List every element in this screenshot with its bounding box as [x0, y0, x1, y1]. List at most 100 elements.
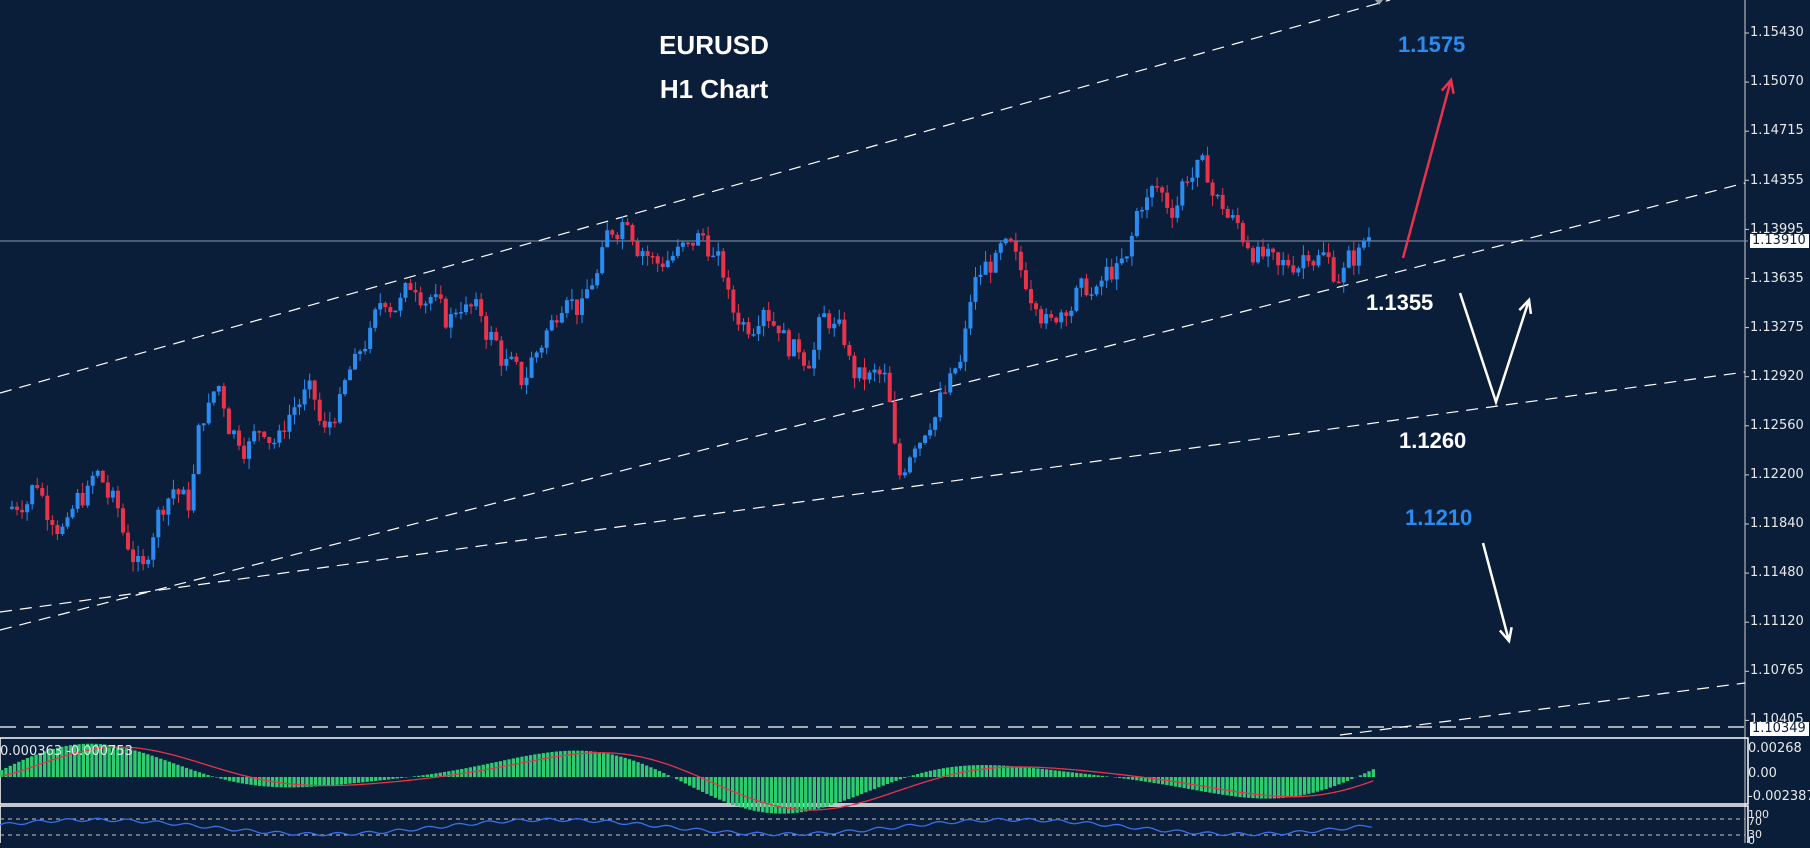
candle-body: [469, 304, 473, 306]
macd-histogram-bar: [1213, 777, 1216, 793]
candle-body: [1347, 250, 1351, 267]
macd-histogram-bar: [757, 777, 760, 812]
macd-tick-zero: 0.00: [1748, 767, 1777, 781]
macd-histogram-bar: [697, 777, 700, 790]
candle-body: [1180, 181, 1184, 205]
candle-body: [832, 324, 836, 329]
bullish-arrow-icon: [1403, 80, 1451, 258]
candle-body: [772, 321, 776, 326]
macd-histogram-bar: [1346, 777, 1349, 781]
macd-histogram-bar: [684, 777, 687, 784]
candle-body: [1049, 314, 1053, 318]
candle-body: [444, 299, 448, 328]
macd-histogram-bar: [391, 777, 394, 779]
candle-body: [1231, 215, 1235, 218]
candle-body: [1337, 282, 1341, 284]
candle-body: [116, 491, 120, 509]
candle-body: [494, 332, 498, 340]
candle-body: [666, 261, 670, 267]
macd-histogram-bar: [1251, 777, 1254, 798]
macd-histogram-bar: [955, 766, 958, 777]
macd-histogram-bar: [228, 777, 231, 781]
candle-body: [1276, 252, 1280, 265]
candle-body: [227, 409, 231, 435]
candle-body: [156, 510, 160, 538]
candle-body: [676, 247, 680, 256]
macd-histogram-bar: [241, 777, 244, 783]
candle-body: [1281, 260, 1285, 265]
candle-body: [802, 352, 806, 365]
macd-histogram-bar: [1127, 777, 1130, 779]
candle-body: [913, 449, 917, 458]
macd-histogram-bar: [1200, 777, 1203, 791]
macd-histogram-bar: [1234, 777, 1237, 797]
candle-body: [923, 436, 927, 443]
macd-histogram-bar: [890, 777, 893, 782]
candle-body: [242, 446, 246, 459]
candle-body: [1261, 247, 1265, 257]
candle-body: [81, 493, 85, 506]
macd-histogram-bar: [146, 754, 149, 777]
macd-histogram-bar: [882, 777, 885, 786]
macd-histogram-bar: [529, 755, 532, 777]
candle-body: [10, 507, 14, 509]
candle-body: [1165, 193, 1169, 208]
candle-body: [837, 320, 841, 324]
candle-body: [1327, 252, 1331, 257]
macd-histogram-bar: [800, 777, 803, 812]
candle-body: [1256, 247, 1260, 263]
candle-body: [1135, 211, 1139, 236]
macd-histogram-bar: [533, 754, 536, 777]
candle-body: [232, 431, 236, 435]
macd-histogram-bar: [1247, 777, 1250, 798]
macd-histogram-bar: [1084, 774, 1087, 777]
macd-histogram-bar: [224, 777, 227, 780]
candle-body: [15, 507, 19, 510]
candle-body: [222, 386, 226, 408]
target-high-label: 1.1575: [1398, 32, 1465, 58]
candle-body: [1352, 250, 1356, 265]
macd-histogram-bar: [452, 770, 455, 777]
macd-histogram-bar: [830, 777, 833, 805]
macd-histogram-bar: [1350, 777, 1353, 779]
candle-body: [883, 373, 887, 375]
candle-body: [792, 339, 796, 356]
candle-body: [752, 334, 756, 336]
price-tick: 1.13635: [1750, 272, 1804, 286]
candle-body: [898, 443, 902, 475]
lower-trendline-1: [0, 372, 1745, 612]
macd-histogram-bar: [860, 777, 863, 794]
bearish-arrow-icon: [1483, 543, 1509, 641]
candle-body: [686, 243, 690, 245]
candle-body: [570, 299, 574, 301]
candle-body: [948, 373, 952, 392]
macd-histogram-bar: [1324, 777, 1327, 789]
macd-histogram-bar: [1208, 777, 1211, 793]
macd-histogram-bar: [1243, 777, 1246, 797]
candle-body: [333, 422, 337, 424]
macd-histogram-bar: [26, 758, 29, 777]
macd-histogram-bar: [667, 775, 670, 777]
candle-body: [731, 290, 735, 313]
candle-body: [1095, 287, 1099, 295]
candle-body: [429, 297, 433, 303]
macd-histogram-bar: [589, 751, 592, 777]
price-tick: 1.11120: [1750, 615, 1804, 629]
candle-body: [1160, 187, 1164, 192]
macd-histogram-bar: [1286, 777, 1289, 797]
price-tick: 1.11840: [1750, 517, 1804, 531]
macd-histogram-bar: [219, 777, 222, 779]
candle-body: [368, 328, 372, 349]
candle-body: [378, 303, 382, 309]
price-tick: 1.15070: [1750, 75, 1804, 89]
candle-body: [1115, 263, 1119, 279]
candle-body: [1271, 249, 1275, 253]
macd-histogram-bar: [722, 777, 725, 801]
candle-body: [706, 235, 710, 256]
macd-histogram-bar: [1320, 777, 1323, 790]
candle-body: [1301, 255, 1305, 268]
candle-body: [1175, 206, 1179, 218]
macd-histogram-bar: [1372, 769, 1375, 777]
